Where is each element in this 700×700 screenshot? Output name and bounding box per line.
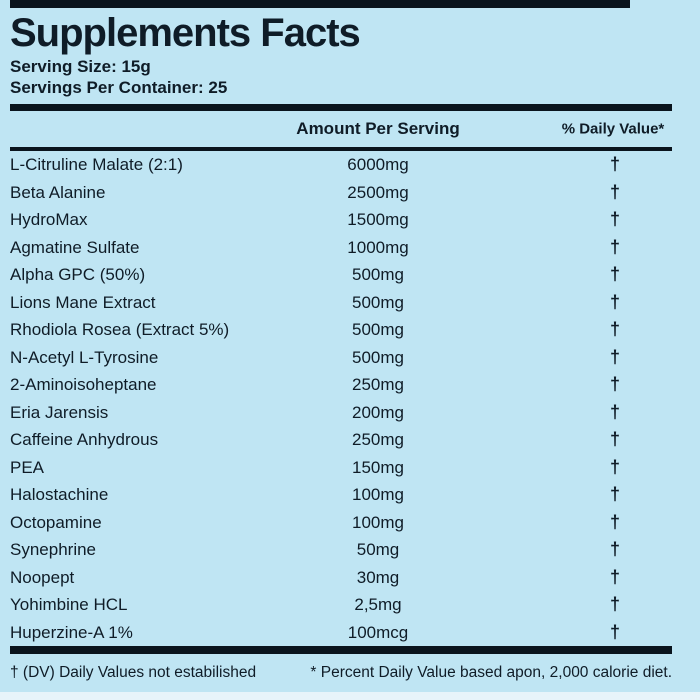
ingredient-name: 2-Aminoisoheptane [10,375,157,394]
footnote-row: † (DV) Daily Values not estabilished * P… [10,663,672,683]
daily-value-dagger: † [609,594,621,614]
ingredient-name: Noopept [10,567,75,587]
divider-thick-bottom [10,646,672,654]
ingredient-name: Yohimbine HCL [10,595,128,614]
daily-value-dagger: † [609,511,621,532]
divider-thick-top [10,104,672,111]
footnote-daily-values: † (DV) Daily Values not estabilished [10,664,257,681]
table-row: Noopept 30mg † [10,564,672,592]
ingredient-amount: 100mg [352,485,404,504]
ingredient-name: PEA [10,457,45,477]
ingredient-table: L-Citruline Malate (2:1) 6000mg † Beta A… [10,151,672,646]
ingredient-amount: 1000mg [347,237,409,257]
daily-value-dagger: † [609,539,621,559]
ingredient-name: Lions Mane Extract [10,292,156,312]
ingredient-amount: 500mg [352,320,404,339]
table-row: Synephrine 50mg † [10,536,672,564]
footnote-percent-dv: * Percent Daily Value based apon, 2,000 … [310,664,672,681]
column-header-amount: Amount Per Serving [296,119,460,138]
table-row: Alpha GPC (50%) 500mg † [10,261,672,289]
page-title: Supplements Facts [10,11,361,55]
ingredient-name: Halostachine [10,485,109,504]
daily-value-dagger: † [609,484,621,504]
ingredient-name: Rhodiola Rosea (Extract 5%) [10,320,230,339]
table-row: 2-Aminoisoheptane 250mg † [10,371,672,399]
ingredient-amount: 100mcg [347,622,409,642]
column-header-daily-value: % Daily Value* [561,120,665,138]
daily-value-dagger: † [609,566,621,587]
table-row: Beta Alanine 2500mg † [10,179,672,207]
daily-value-dagger: † [609,401,621,422]
ingredient-name: HydroMax [10,210,88,229]
table-row: N-Acetyl L-Tyrosine 500mg † [10,344,672,372]
table-row: Eria Jarensis 200mg † [10,399,672,427]
ingredient-amount: 150mg [352,457,404,477]
top-accent-bar [10,0,630,8]
daily-value-dagger: † [609,264,621,284]
ingredient-name: L-Citruline Malate (2:1) [10,155,183,174]
ingredient-amount: 100mg [352,512,404,532]
daily-value-dagger: † [609,429,621,449]
table-row: Huperzine-A 1% 100mcg † [10,619,672,647]
daily-value-dagger: † [609,291,621,312]
ingredient-name: Caffeine Anhydrous [10,430,159,449]
ingredient-amount: 6000mg [347,155,409,174]
ingredient-amount: 250mg [352,375,404,394]
ingredient-amount: 500mg [352,292,404,312]
daily-value-dagger: † [609,236,621,257]
servings-per-container-text: Servings Per Container: 25 [10,78,228,97]
ingredient-name: Alpha GPC (50%) [10,265,146,284]
table-row: PEA 150mg † [10,454,672,482]
ingredient-amount: 200mg [352,402,404,422]
ingredient-amount: 2,5mg [354,595,402,614]
ingredient-name: Synephrine [10,540,97,559]
daily-value-dagger: † [609,181,621,202]
ingredient-name: Octopamine [10,512,102,532]
ingredient-amount: 500mg [352,265,404,284]
table-row: Agmatine Sulfate 1000mg † [10,234,672,262]
ingredient-name: Eria Jarensis [10,402,109,422]
daily-value-dagger: † [609,456,621,477]
ingredient-amount: 50mg [356,540,400,559]
table-row: Lions Mane Extract 500mg † [10,289,672,317]
ingredient-name: N-Acetyl L-Tyrosine [10,347,159,367]
table-row: Yohimbine HCL 2,5mg † [10,591,672,619]
daily-value-dagger: † [609,154,621,174]
table-row: Caffeine Anhydrous 250mg † [10,426,672,454]
daily-value-dagger: † [609,319,621,339]
daily-value-dagger: † [609,374,621,394]
serving-size-text: Serving Size: 15g [10,57,151,76]
ingredient-amount: 500mg [352,347,404,367]
table-row: Halostachine 100mg † [10,481,672,509]
table-row: L-Citruline Malate (2:1) 6000mg † [10,151,672,179]
table-row: Octopamine 100mg † [10,509,672,537]
table-row: Rhodiola Rosea (Extract 5%) 500mg † [10,316,672,344]
ingredient-name: Agmatine Sulfate [10,237,140,257]
label-content: Supplements Facts Serving Size: 15g Serv… [0,12,700,683]
bottom-edge-strip [0,692,700,700]
ingredient-amount: 250mg [352,430,404,449]
ingredient-amount: 1500mg [347,210,409,229]
daily-value-dagger: † [609,346,621,367]
ingredient-name: Huperzine-A 1% [10,622,133,642]
table-row: HydroMax 1500mg † [10,206,672,234]
ingredient-amount: 30mg [356,567,400,587]
daily-value-dagger: † [609,209,621,229]
ingredient-name: Beta Alanine [10,182,106,202]
divider-thin-header [10,147,672,151]
table-header-row: Amount Per Serving % Daily Value* [10,111,672,147]
ingredient-amount: 2500mg [347,182,409,202]
daily-value-dagger: † [609,621,621,642]
